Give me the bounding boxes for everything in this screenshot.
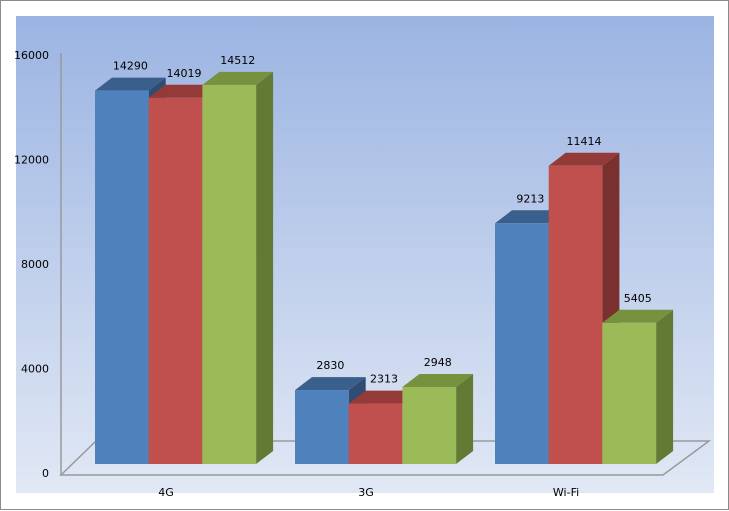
x-tick-label: 4G xyxy=(158,486,174,499)
bar-front xyxy=(602,322,657,464)
data-label: 9213 xyxy=(516,192,544,205)
bar-front xyxy=(295,390,349,464)
bar-top xyxy=(602,309,674,323)
floor xyxy=(59,440,712,476)
x-tick-label: Wi-Fi xyxy=(553,486,579,499)
bar-Wi-Fi-series-3 xyxy=(602,309,674,464)
bar-top xyxy=(495,210,566,224)
y-tick-label: 4000 xyxy=(21,363,49,376)
bar-front xyxy=(495,223,549,464)
bar-4G-series-3 xyxy=(202,71,274,465)
bar-side xyxy=(456,373,474,464)
bar-front xyxy=(95,90,149,464)
y-tick-label: 0 xyxy=(42,467,49,480)
data-label: 14512 xyxy=(220,54,255,67)
data-label: 14290 xyxy=(113,60,148,73)
data-label: 14019 xyxy=(167,67,202,80)
data-label: 11414 xyxy=(567,135,602,148)
bar-front xyxy=(402,386,457,464)
bar-front xyxy=(348,403,403,464)
bar-front xyxy=(548,165,603,464)
bar-top xyxy=(202,71,274,85)
bar-side xyxy=(256,71,274,465)
bar-3G-series-3 xyxy=(402,373,474,464)
bar-top xyxy=(95,77,166,91)
y-tick-label: 16000 xyxy=(14,49,49,62)
data-label: 2313 xyxy=(370,373,398,386)
bar-front xyxy=(202,84,257,465)
bar-top xyxy=(148,84,220,98)
data-label: 2948 xyxy=(424,356,452,369)
y-tick-label: 8000 xyxy=(21,258,49,271)
bar-top xyxy=(402,373,474,387)
data-label: 5405 xyxy=(624,292,652,305)
bar-top xyxy=(348,390,420,404)
bar-top xyxy=(295,377,366,391)
x-tick-label: 3G xyxy=(358,486,374,499)
y-tick-label: 12000 xyxy=(14,154,49,167)
bar-side xyxy=(656,309,674,464)
bar-front xyxy=(148,97,203,464)
bar-top xyxy=(548,152,620,166)
data-label: 2830 xyxy=(316,359,344,372)
